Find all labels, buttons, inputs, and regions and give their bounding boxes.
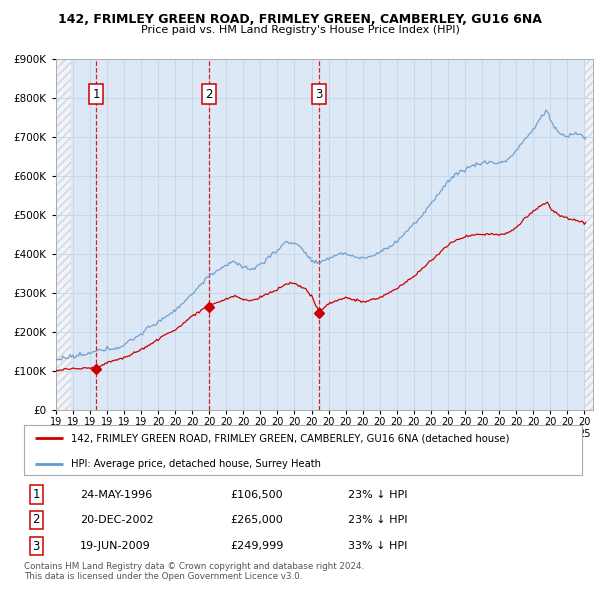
- Text: £265,000: £265,000: [230, 515, 283, 525]
- Text: Price paid vs. HM Land Registry's House Price Index (HPI): Price paid vs. HM Land Registry's House …: [140, 25, 460, 35]
- Text: 3: 3: [316, 87, 323, 101]
- Text: 1: 1: [92, 87, 100, 101]
- Text: 2: 2: [205, 87, 212, 101]
- Text: 20-DEC-2002: 20-DEC-2002: [80, 515, 154, 525]
- Bar: [56, 59, 71, 410]
- Text: 23% ↓ HPI: 23% ↓ HPI: [347, 490, 407, 500]
- Text: £249,999: £249,999: [230, 541, 284, 551]
- Text: 142, FRIMLEY GREEN ROAD, FRIMLEY GREEN, CAMBERLEY, GU16 6NA: 142, FRIMLEY GREEN ROAD, FRIMLEY GREEN, …: [58, 13, 542, 26]
- Text: 2: 2: [32, 513, 40, 526]
- Text: 23% ↓ HPI: 23% ↓ HPI: [347, 515, 407, 525]
- Text: 1: 1: [32, 488, 40, 501]
- Text: 142, FRIMLEY GREEN ROAD, FRIMLEY GREEN, CAMBERLEY, GU16 6NA (detached house): 142, FRIMLEY GREEN ROAD, FRIMLEY GREEN, …: [71, 433, 510, 443]
- Text: £106,500: £106,500: [230, 490, 283, 500]
- Text: 33% ↓ HPI: 33% ↓ HPI: [347, 541, 407, 551]
- Text: 24-MAY-1996: 24-MAY-1996: [80, 490, 152, 500]
- Text: Contains HM Land Registry data © Crown copyright and database right 2024.
This d: Contains HM Land Registry data © Crown c…: [24, 562, 364, 581]
- Bar: [584, 59, 595, 410]
- Text: HPI: Average price, detached house, Surrey Heath: HPI: Average price, detached house, Surr…: [71, 459, 322, 469]
- Text: 19-JUN-2009: 19-JUN-2009: [80, 541, 151, 551]
- Text: 3: 3: [32, 539, 40, 553]
